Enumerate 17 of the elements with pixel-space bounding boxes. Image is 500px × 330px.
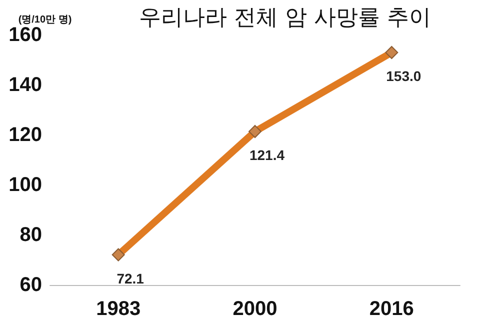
data-label: 121.4 <box>249 147 285 163</box>
y-axis-title: (명/10만 명) <box>18 14 72 26</box>
y-tick-label: 100 <box>8 174 42 196</box>
point <box>248 125 262 138</box>
chart-title: 우리나라 전체 암 사망률 추이 <box>139 6 431 30</box>
y-tick-label: 120 <box>8 124 42 146</box>
data-label: 72.1 <box>116 270 144 286</box>
x-tick-label: 1983 <box>96 298 141 320</box>
x-tick-label: 2016 <box>369 298 414 320</box>
point <box>112 248 125 262</box>
y-tick-label: 80 <box>20 224 42 246</box>
x-tick-label: 2000 <box>232 298 278 320</box>
y-tick-label: 140 <box>8 74 42 96</box>
y-tick-label: 160 <box>8 24 42 46</box>
point <box>385 46 398 59</box>
data-label: 153.0 <box>386 68 422 84</box>
y-tick-label: 60 <box>20 274 42 296</box>
